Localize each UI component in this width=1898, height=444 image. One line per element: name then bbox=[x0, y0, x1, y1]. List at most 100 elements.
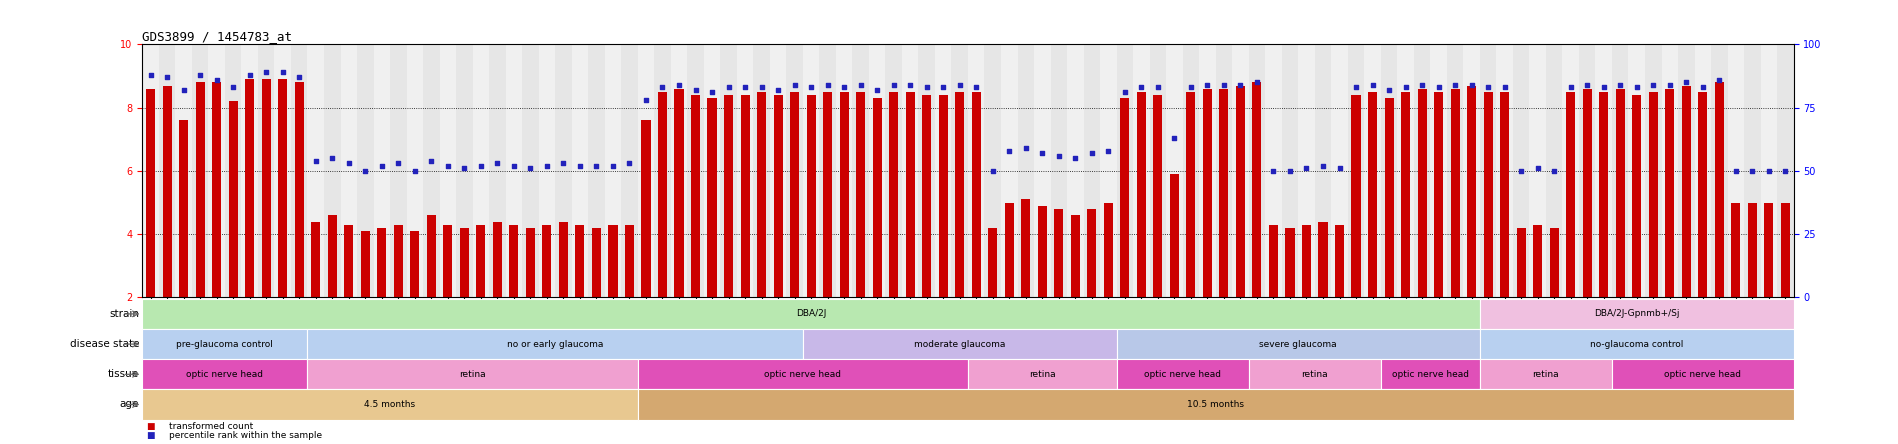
Point bbox=[465, 163, 495, 170]
Bar bbox=[1661, 44, 1678, 297]
Bar bbox=[1236, 86, 1245, 297]
Bar bbox=[1084, 44, 1101, 297]
Point bbox=[1110, 89, 1141, 96]
Point bbox=[1572, 81, 1602, 88]
Point bbox=[1490, 84, 1520, 91]
Bar bbox=[1182, 44, 1200, 297]
Bar bbox=[1611, 44, 1628, 297]
Text: optic nerve head: optic nerve head bbox=[1144, 370, 1220, 379]
Bar bbox=[1646, 44, 1661, 297]
Bar bbox=[820, 44, 835, 297]
Point bbox=[1093, 147, 1124, 154]
Bar bbox=[1053, 209, 1063, 297]
Bar bbox=[1727, 44, 1744, 297]
Bar bbox=[1765, 202, 1773, 297]
Point bbox=[1143, 84, 1173, 91]
Point bbox=[862, 87, 892, 94]
Bar bbox=[774, 95, 782, 297]
Bar bbox=[1628, 44, 1646, 297]
Point bbox=[581, 163, 611, 170]
Bar bbox=[340, 44, 357, 297]
Bar bbox=[1253, 82, 1262, 297]
Bar bbox=[213, 82, 222, 297]
Bar bbox=[972, 92, 981, 297]
Point bbox=[566, 163, 596, 170]
Point bbox=[1374, 87, 1405, 94]
Bar bbox=[444, 225, 452, 297]
Bar bbox=[708, 98, 717, 297]
Bar bbox=[1499, 92, 1509, 297]
Point bbox=[1258, 167, 1289, 174]
Point bbox=[795, 84, 826, 91]
Bar bbox=[1169, 174, 1179, 297]
Bar bbox=[1600, 92, 1608, 297]
Bar bbox=[307, 329, 803, 359]
Point bbox=[1391, 84, 1422, 91]
Point bbox=[416, 157, 446, 164]
Point bbox=[928, 84, 958, 91]
Bar bbox=[1200, 44, 1215, 297]
Bar bbox=[393, 225, 402, 297]
Bar bbox=[178, 120, 188, 297]
Text: optic nerve head: optic nerve head bbox=[1665, 370, 1740, 379]
Point bbox=[1209, 81, 1239, 88]
Bar bbox=[344, 225, 353, 297]
Bar bbox=[526, 228, 535, 297]
Point bbox=[1308, 163, 1338, 170]
Bar bbox=[1384, 98, 1393, 297]
Point bbox=[531, 163, 562, 170]
Point bbox=[647, 84, 678, 91]
Point bbox=[630, 96, 661, 103]
Bar bbox=[1270, 225, 1277, 297]
Bar bbox=[262, 79, 271, 297]
Bar bbox=[1744, 44, 1761, 297]
Point bbox=[499, 163, 530, 170]
Bar bbox=[142, 329, 307, 359]
Bar bbox=[1070, 215, 1080, 297]
Point bbox=[1655, 81, 1685, 88]
Bar bbox=[740, 95, 750, 297]
Bar bbox=[146, 89, 156, 297]
Point bbox=[896, 81, 926, 88]
Point bbox=[1522, 165, 1553, 172]
Bar bbox=[1761, 44, 1777, 297]
Point bbox=[1406, 81, 1437, 88]
Bar bbox=[1545, 44, 1562, 297]
Bar bbox=[1315, 44, 1330, 297]
Bar bbox=[839, 92, 848, 297]
Bar bbox=[1480, 44, 1496, 297]
Text: no-glaucoma control: no-glaucoma control bbox=[1591, 340, 1684, 349]
Point bbox=[1226, 81, 1256, 88]
Point bbox=[697, 89, 727, 96]
Bar bbox=[1368, 92, 1378, 297]
Bar bbox=[307, 44, 325, 297]
Bar bbox=[1232, 44, 1249, 297]
Bar bbox=[790, 92, 799, 297]
Bar bbox=[391, 44, 406, 297]
Bar bbox=[275, 44, 290, 297]
Bar bbox=[224, 44, 241, 297]
Bar bbox=[378, 228, 387, 297]
Bar bbox=[539, 44, 554, 297]
Point bbox=[1606, 81, 1636, 88]
Bar bbox=[558, 222, 568, 297]
Bar bbox=[279, 79, 287, 297]
Bar bbox=[522, 44, 539, 297]
Bar bbox=[1348, 44, 1365, 297]
Point bbox=[746, 84, 776, 91]
Text: transformed count: transformed count bbox=[169, 422, 252, 431]
Point bbox=[615, 160, 645, 167]
Point bbox=[780, 81, 810, 88]
Bar bbox=[294, 82, 304, 297]
Point bbox=[135, 71, 165, 78]
Bar bbox=[1021, 199, 1031, 297]
Bar bbox=[852, 44, 869, 297]
Point bbox=[383, 160, 414, 167]
Bar bbox=[1480, 299, 1794, 329]
Bar bbox=[509, 225, 518, 297]
Point bbox=[1721, 167, 1752, 174]
Point bbox=[1010, 145, 1040, 152]
Bar bbox=[670, 44, 687, 297]
Bar bbox=[1549, 228, 1558, 297]
Point bbox=[218, 84, 249, 91]
